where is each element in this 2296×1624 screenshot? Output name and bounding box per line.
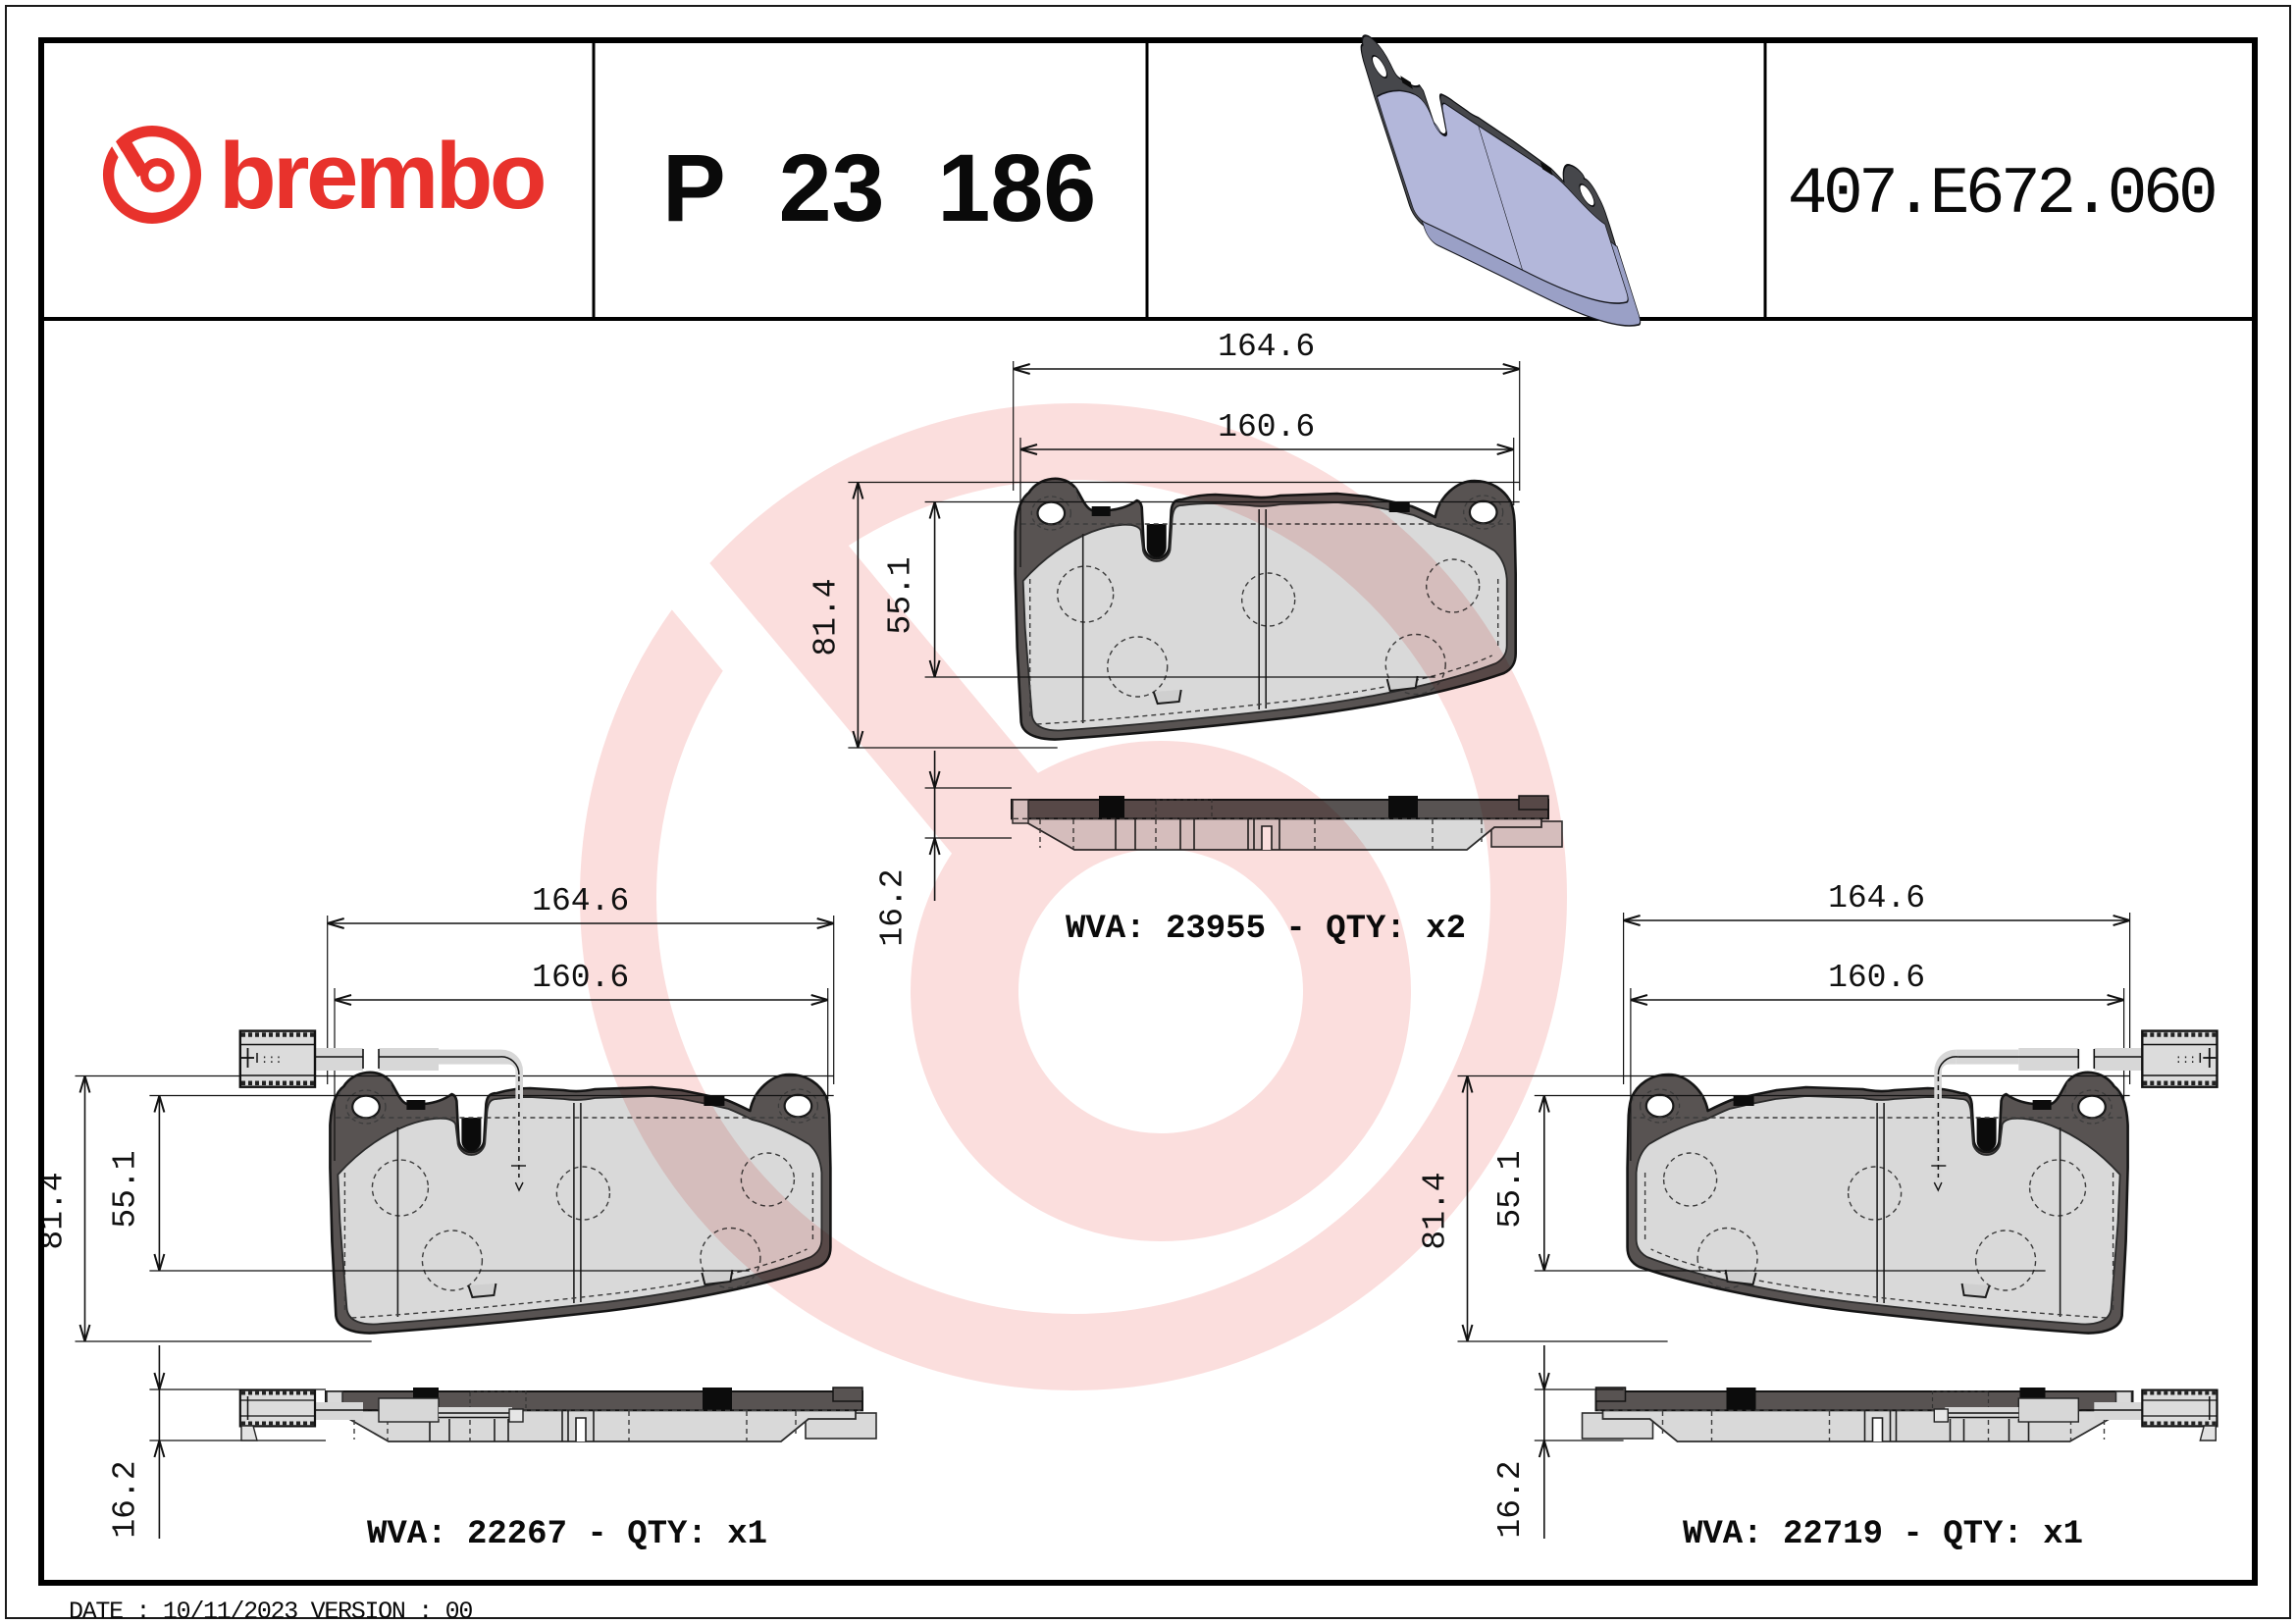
svg-text:16.2: 16.2: [875, 868, 912, 946]
svg-text:55.1: 55.1: [883, 556, 919, 634]
svg-text:WVA: 23955 - QTY: x2: WVA: 23955 - QTY: x2: [1066, 911, 1466, 948]
svg-text:P 23 186: P 23 186: [662, 134, 1096, 241]
svg-text:81.4: 81.4: [808, 578, 844, 655]
svg-text:55.1: 55.1: [1492, 1150, 1529, 1228]
svg-text:164.6: 164.6: [1218, 329, 1315, 365]
svg-text:160.6: 160.6: [1218, 409, 1315, 445]
svg-text:160.6: 160.6: [1828, 960, 1925, 996]
svg-text:brembo: brembo: [219, 124, 544, 229]
svg-text:164.6: 164.6: [532, 883, 629, 919]
svg-text::::: :::: [261, 1053, 283, 1067]
svg-text:407.E672.060: 407.E672.060: [1788, 157, 2215, 233]
svg-text:DATE : 10/11/2023 VERSION : 00: DATE : 10/11/2023 VERSION : 00: [69, 1598, 472, 1624]
svg-text:81.4: 81.4: [1418, 1172, 1454, 1249]
svg-text:55.1: 55.1: [107, 1150, 143, 1228]
svg-text:WVA: 22719 - QTY: x1: WVA: 22719 - QTY: x1: [1683, 1516, 2083, 1553]
svg-text:164.6: 164.6: [1828, 880, 1925, 917]
svg-text:16.2: 16.2: [1492, 1460, 1529, 1538]
svg-text::::: :::: [2175, 1053, 2197, 1067]
svg-text:16.2: 16.2: [107, 1460, 143, 1538]
svg-text:WVA: 22267 - QTY: x1: WVA: 22267 - QTY: x1: [367, 1516, 767, 1553]
svg-text:160.6: 160.6: [532, 960, 629, 996]
